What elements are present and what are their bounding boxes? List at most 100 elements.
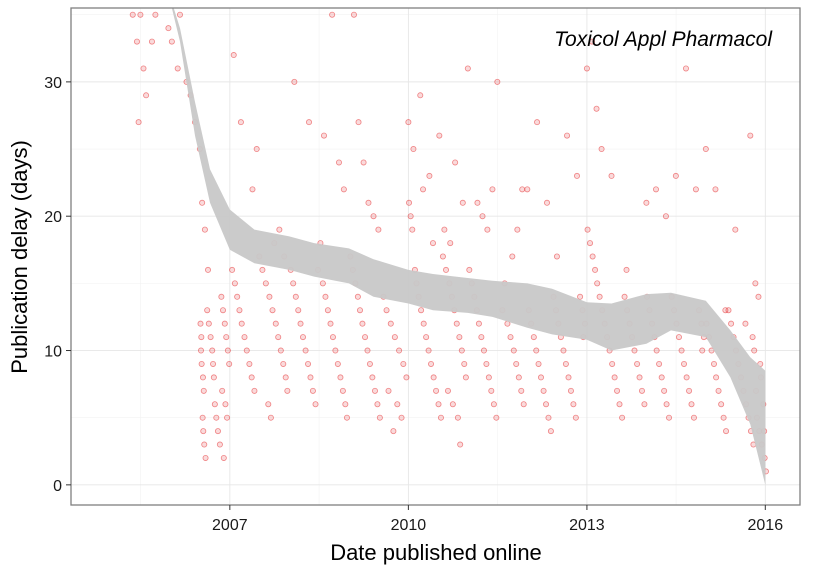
- data-point: [202, 454, 209, 461]
- data-point: [241, 334, 248, 341]
- data-point: [755, 293, 762, 300]
- data-point: [475, 320, 482, 327]
- data-point: [198, 334, 205, 341]
- data-point: [306, 119, 313, 126]
- data-point: [653, 347, 660, 354]
- data-point: [453, 320, 460, 327]
- data-point: [400, 360, 407, 367]
- data-point: [238, 320, 245, 327]
- data-point: [493, 414, 500, 421]
- data-point: [485, 374, 492, 381]
- data-point: [441, 226, 448, 233]
- data-point: [686, 387, 693, 394]
- data-point: [249, 186, 256, 193]
- data-point: [199, 374, 206, 381]
- data-point: [747, 132, 754, 139]
- data-point: [658, 374, 665, 381]
- data-point: [207, 334, 214, 341]
- data-point: [210, 374, 217, 381]
- data-point: [444, 387, 451, 394]
- data-point: [535, 360, 542, 367]
- data-point: [583, 65, 590, 72]
- data-point: [623, 266, 630, 273]
- data-point: [201, 441, 208, 448]
- data-point: [243, 347, 250, 354]
- data-point: [690, 414, 697, 421]
- y-tick-label: 30: [44, 75, 62, 92]
- data-point: [237, 119, 244, 126]
- data-point: [355, 119, 362, 126]
- data-point: [213, 414, 220, 421]
- x-tick-label: 2016: [748, 517, 784, 534]
- data-point: [593, 105, 600, 112]
- data-point: [573, 172, 580, 179]
- data-point: [513, 360, 520, 367]
- data-point: [479, 213, 486, 220]
- data-point: [231, 280, 238, 287]
- data-point: [749, 334, 756, 341]
- data-point: [656, 360, 663, 367]
- data-point: [494, 78, 501, 85]
- data-point: [234, 293, 241, 300]
- data-point: [275, 334, 282, 341]
- data-point: [589, 253, 596, 260]
- data-point: [292, 293, 299, 300]
- data-point: [435, 401, 442, 408]
- data-point: [322, 293, 329, 300]
- data-point: [713, 374, 720, 381]
- data-point: [752, 280, 759, 287]
- data-point: [168, 38, 175, 45]
- data-point: [143, 92, 150, 99]
- data-point: [365, 199, 372, 206]
- data-point: [140, 65, 147, 72]
- data-point: [420, 320, 427, 327]
- data-point: [133, 38, 140, 45]
- data-point: [219, 307, 226, 314]
- data-point: [410, 146, 417, 153]
- data-point: [537, 374, 544, 381]
- data-point: [282, 374, 289, 381]
- data-point: [390, 428, 397, 435]
- data-point: [596, 293, 603, 300]
- data-point: [682, 65, 689, 72]
- x-axis-title: Date published online: [330, 540, 542, 565]
- data-point: [443, 266, 450, 273]
- data-point: [520, 401, 527, 408]
- data-point: [376, 414, 383, 421]
- data-point: [452, 159, 459, 166]
- y-tick-label: 20: [44, 209, 62, 226]
- data-point: [371, 387, 378, 394]
- data-point: [447, 240, 454, 247]
- data-point: [587, 240, 594, 247]
- data-point: [309, 387, 316, 394]
- data-point: [387, 320, 394, 327]
- data-point: [461, 360, 468, 367]
- data-point: [598, 146, 605, 153]
- data-point: [565, 374, 572, 381]
- data-point: [197, 320, 204, 327]
- data-point: [509, 253, 516, 260]
- journal-annotation: Toxicol Appl Pharmacol: [554, 28, 773, 51]
- data-point: [449, 401, 456, 408]
- data-point: [634, 360, 641, 367]
- data-point: [631, 347, 638, 354]
- data-point: [732, 226, 739, 233]
- data-point: [198, 360, 205, 367]
- data-point: [533, 347, 540, 354]
- data-point: [641, 401, 648, 408]
- data-point: [547, 428, 554, 435]
- data-point: [320, 132, 327, 139]
- data-point: [652, 186, 659, 193]
- data-point: [672, 172, 679, 179]
- data-point: [218, 293, 225, 300]
- data-point: [129, 11, 136, 18]
- data-point: [174, 65, 181, 72]
- data-point: [360, 159, 367, 166]
- data-point: [418, 307, 425, 314]
- data-point: [211, 401, 218, 408]
- data-point: [478, 334, 485, 341]
- data-point: [277, 347, 284, 354]
- data-point: [429, 240, 436, 247]
- data-point: [216, 441, 223, 448]
- data-point: [210, 360, 217, 367]
